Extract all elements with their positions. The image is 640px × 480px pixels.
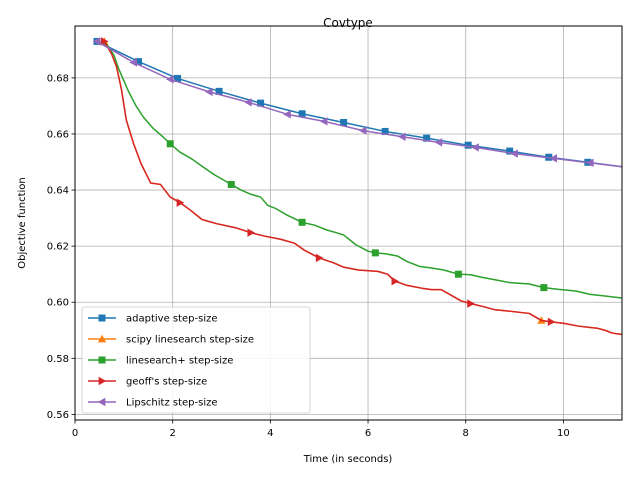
- legend: adaptive step-size scipy linesearch step-…: [81, 306, 311, 414]
- series-line: [96, 40, 622, 299]
- data-point: [134, 58, 142, 66]
- data-point: [381, 127, 389, 135]
- data-point: [506, 147, 514, 155]
- legend-marker: [98, 376, 107, 386]
- legend-label: linesearch+ step-size: [126, 356, 233, 367]
- y-tick-label: 0.60: [47, 298, 69, 309]
- data-point: [549, 154, 557, 163]
- data-point: [315, 253, 324, 263]
- legend-label: Lipschitz step-size: [126, 398, 218, 409]
- data-point: [358, 126, 367, 135]
- legend-marker: [97, 397, 106, 407]
- series-line: [96, 40, 622, 168]
- y-tick-label: 0.66: [47, 129, 69, 140]
- data-point: [423, 134, 431, 142]
- data-point: [391, 276, 400, 286]
- data-point: [471, 143, 479, 152]
- data-point: [174, 74, 182, 82]
- y-tick-label: 0.58: [47, 354, 69, 365]
- data-point: [298, 110, 306, 118]
- legend-label: geoff's step-size: [126, 377, 207, 388]
- plot-frame: [74, 25, 623, 421]
- x-tick-label: 4: [267, 428, 273, 439]
- series-line: [103, 41, 622, 336]
- legend-marker: [98, 356, 106, 364]
- series-geoff-s-step-size: [100, 37, 622, 336]
- data-point: [319, 117, 328, 126]
- y-tick-label: 0.68: [47, 73, 69, 84]
- data-point: [215, 87, 223, 95]
- data-point: [166, 140, 174, 148]
- legend-marker: [98, 314, 106, 322]
- data-point: [434, 138, 443, 147]
- legend-label: adaptive step-size: [126, 314, 218, 325]
- x-tick-label: 8: [463, 428, 469, 439]
- data-point: [92, 37, 101, 46]
- axis-ticks: 0 2 4 6 8 10 0.56 0.58 0.60 0.62 0.64 0.66 0.68: [47, 73, 570, 439]
- data-point: [340, 118, 348, 126]
- data-point: [464, 141, 472, 149]
- series-linesearch-step-size: [96, 40, 622, 299]
- data-point: [100, 37, 109, 46]
- chart-title: Covtype: [323, 16, 373, 30]
- data-point: [176, 198, 185, 207]
- data-point: [283, 110, 291, 119]
- data-point: [586, 158, 594, 168]
- y-tick-label: 0.64: [47, 186, 69, 197]
- y-axis-label: Objective function: [17, 177, 28, 268]
- data-point: [166, 75, 174, 84]
- data-point: [371, 249, 379, 257]
- series-layer: [92, 37, 622, 336]
- data-point: [205, 87, 213, 97]
- y-tick-label: 0.56: [47, 410, 69, 421]
- data-point: [298, 218, 306, 226]
- data-point: [247, 228, 256, 237]
- x-axis-label: Time (in seconds): [303, 454, 393, 465]
- data-point: [257, 99, 265, 107]
- data-point: [547, 317, 556, 327]
- series-lipschitz-step-size: [92, 37, 622, 168]
- data-point: [129, 58, 137, 67]
- legend-marker: [97, 334, 107, 343]
- x-tick-label: 6: [365, 428, 371, 439]
- data-point: [467, 299, 475, 308]
- x-tick-label: 10: [557, 428, 570, 439]
- data-point: [398, 132, 406, 141]
- y-tick-label: 0.62: [47, 242, 69, 253]
- data-point: [540, 284, 548, 292]
- legend-box: [81, 306, 311, 414]
- data-point: [227, 180, 235, 188]
- legend-label: scipy linesearch step-size: [126, 335, 254, 346]
- x-tick-label: 2: [169, 428, 175, 439]
- data-point: [510, 149, 518, 158]
- x-tick-label: 0: [72, 428, 78, 439]
- data-point: [454, 270, 462, 278]
- data-point: [244, 98, 252, 107]
